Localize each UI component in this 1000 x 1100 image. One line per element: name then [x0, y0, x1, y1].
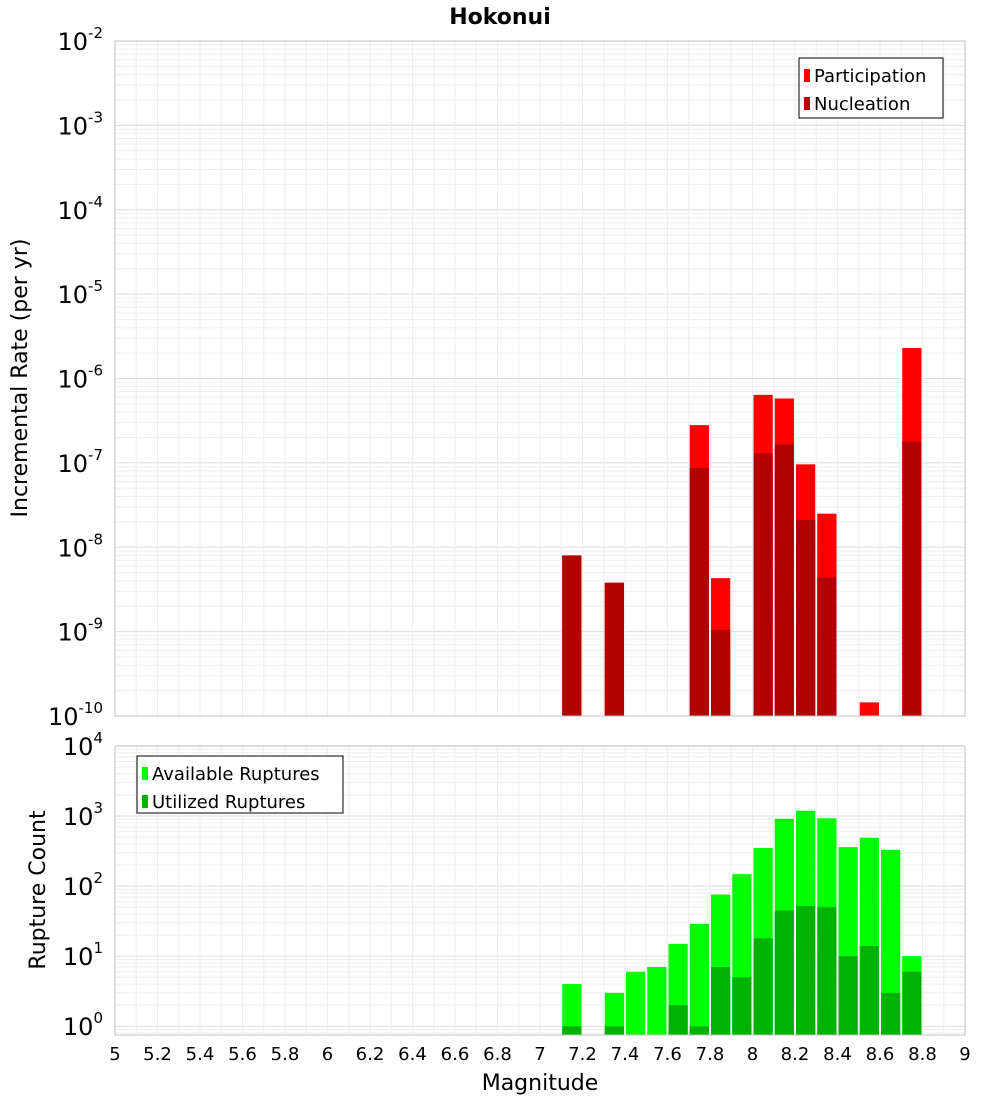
magnitude-x-tick-label: 7 — [534, 1044, 545, 1065]
count-bar-b — [796, 906, 816, 1035]
magnitude-x-tick-label: 6.8 — [483, 1044, 512, 1065]
count-y-axis-label: Rupture Count — [26, 810, 51, 970]
rate-legend-swatch — [804, 69, 810, 82]
rate-y-tick-label: 10-6 — [57, 362, 103, 394]
rate-bar-b — [711, 629, 731, 716]
magnitude-x-tick-label: 5.2 — [143, 1044, 172, 1065]
rate-bar-b — [796, 520, 816, 716]
count-y-tick-label: 101 — [63, 939, 103, 971]
rate-y-tick-label: 10-10 — [48, 699, 103, 731]
rate-y-tick-label: 10-2 — [57, 24, 103, 56]
rate-bar-b — [689, 467, 709, 716]
rate-bar-b — [817, 577, 837, 716]
count-legend-label: Available Ruptures — [152, 764, 320, 785]
rate-bar-b — [902, 441, 922, 716]
magnitude-x-tick-label: 8.4 — [823, 1044, 852, 1065]
rate-bar-b — [753, 453, 773, 716]
rupture-count-plot: 104 103 102 101 100 Available Ruptures Utilize… — [63, 729, 971, 1065]
rate-bar-b — [604, 582, 624, 716]
count-bar-a — [604, 992, 624, 1035]
count-y-tick-label: 102 — [63, 869, 103, 901]
count-bar-b — [881, 992, 901, 1035]
magnitude-x-tick-label: 6.4 — [398, 1044, 427, 1065]
count-plot-border — [114, 745, 966, 1036]
count-bar-b — [562, 1026, 582, 1035]
chart-title: Hokonui — [449, 5, 551, 30]
count-y-tick-label: 100 — [63, 1009, 103, 1041]
magnitude-x-tick-label: 5.8 — [271, 1044, 300, 1065]
count-bar-b — [732, 977, 752, 1035]
rate-bar-a — [859, 702, 879, 716]
rate-legend-label: Nucleation — [814, 94, 910, 115]
magnitude-x-tick-label: 8 — [747, 1044, 758, 1065]
count-bar-b — [689, 1026, 709, 1035]
magnitude-x-tick-label: 8.6 — [866, 1044, 895, 1065]
magnitude-x-tick-label: 7.8 — [696, 1044, 725, 1065]
rate-legend-swatch — [804, 97, 810, 110]
rate-y-tick-label: 10-9 — [57, 615, 103, 647]
rate-legend-box — [798, 57, 944, 119]
count-bar-a — [881, 849, 901, 1035]
magnitude-x-tick-label: 9 — [959, 1044, 970, 1065]
rate-y-tick-label: 10-8 — [57, 530, 103, 562]
count-legend-swatch — [142, 795, 148, 808]
count-bar-b — [774, 910, 794, 1035]
magnitude-x-tick-label: 7.4 — [611, 1044, 640, 1065]
rate-y-tick-label: 10-4 — [57, 193, 103, 225]
count-y-tick-label: 103 — [63, 799, 103, 831]
count-bar-b — [711, 967, 731, 1035]
magnitude-x-tick-label: 7.6 — [653, 1044, 682, 1065]
count-legend-box — [136, 755, 344, 814]
rate-plot: 10-2 10-3 10-4 10-5 10-6 10-7 10-8 10-9 10-10 Par… — [48, 24, 966, 731]
magnitude-x-tick-label: 7.2 — [568, 1044, 597, 1065]
count-bar-b — [753, 938, 773, 1035]
rate-plot-border — [114, 40, 966, 717]
rate-bar-b — [562, 555, 582, 716]
rate-y-tick-label: 10-7 — [57, 446, 103, 478]
count-bar-b — [902, 971, 922, 1035]
count-legend-label: Utilized Ruptures — [152, 792, 305, 813]
count-legend-swatch — [142, 767, 148, 780]
rate-y-tick-label: 10-5 — [57, 277, 103, 309]
count-bar-b — [817, 907, 837, 1035]
magnitude-x-tick-label: 6.6 — [441, 1044, 470, 1065]
count-bar-b — [668, 1005, 688, 1035]
count-bar-b — [604, 1026, 624, 1035]
count-bar-b — [838, 956, 858, 1035]
magnitude-x-tick-label: 5.6 — [228, 1044, 257, 1065]
count-bar-a — [689, 923, 709, 1035]
count-bar-a — [626, 971, 646, 1035]
count-bar-a — [647, 967, 667, 1035]
rate-y-tick-label: 10-3 — [57, 108, 103, 140]
count-bar-a — [562, 984, 582, 1035]
rate-bar-b — [774, 444, 794, 716]
count-bar-b — [859, 945, 879, 1035]
rate-y-axis-label: Incremental Rate (per yr) — [8, 239, 33, 518]
magnitude-x-tick-label: 6.2 — [356, 1044, 385, 1065]
magnitude-x-tick-label: 8.8 — [908, 1044, 937, 1065]
magnitude-x-tick-label: 5.4 — [186, 1044, 215, 1065]
magnitude-x-tick-label: 5 — [109, 1044, 120, 1065]
magnitude-x-axis-label: Magnitude — [482, 1071, 599, 1096]
magnitude-x-tick-label: 6 — [322, 1044, 333, 1065]
rate-legend-label: Participation — [814, 66, 926, 87]
magnitude-x-tick-label: 8.2 — [781, 1044, 810, 1065]
count-y-tick-label: 104 — [63, 729, 103, 761]
